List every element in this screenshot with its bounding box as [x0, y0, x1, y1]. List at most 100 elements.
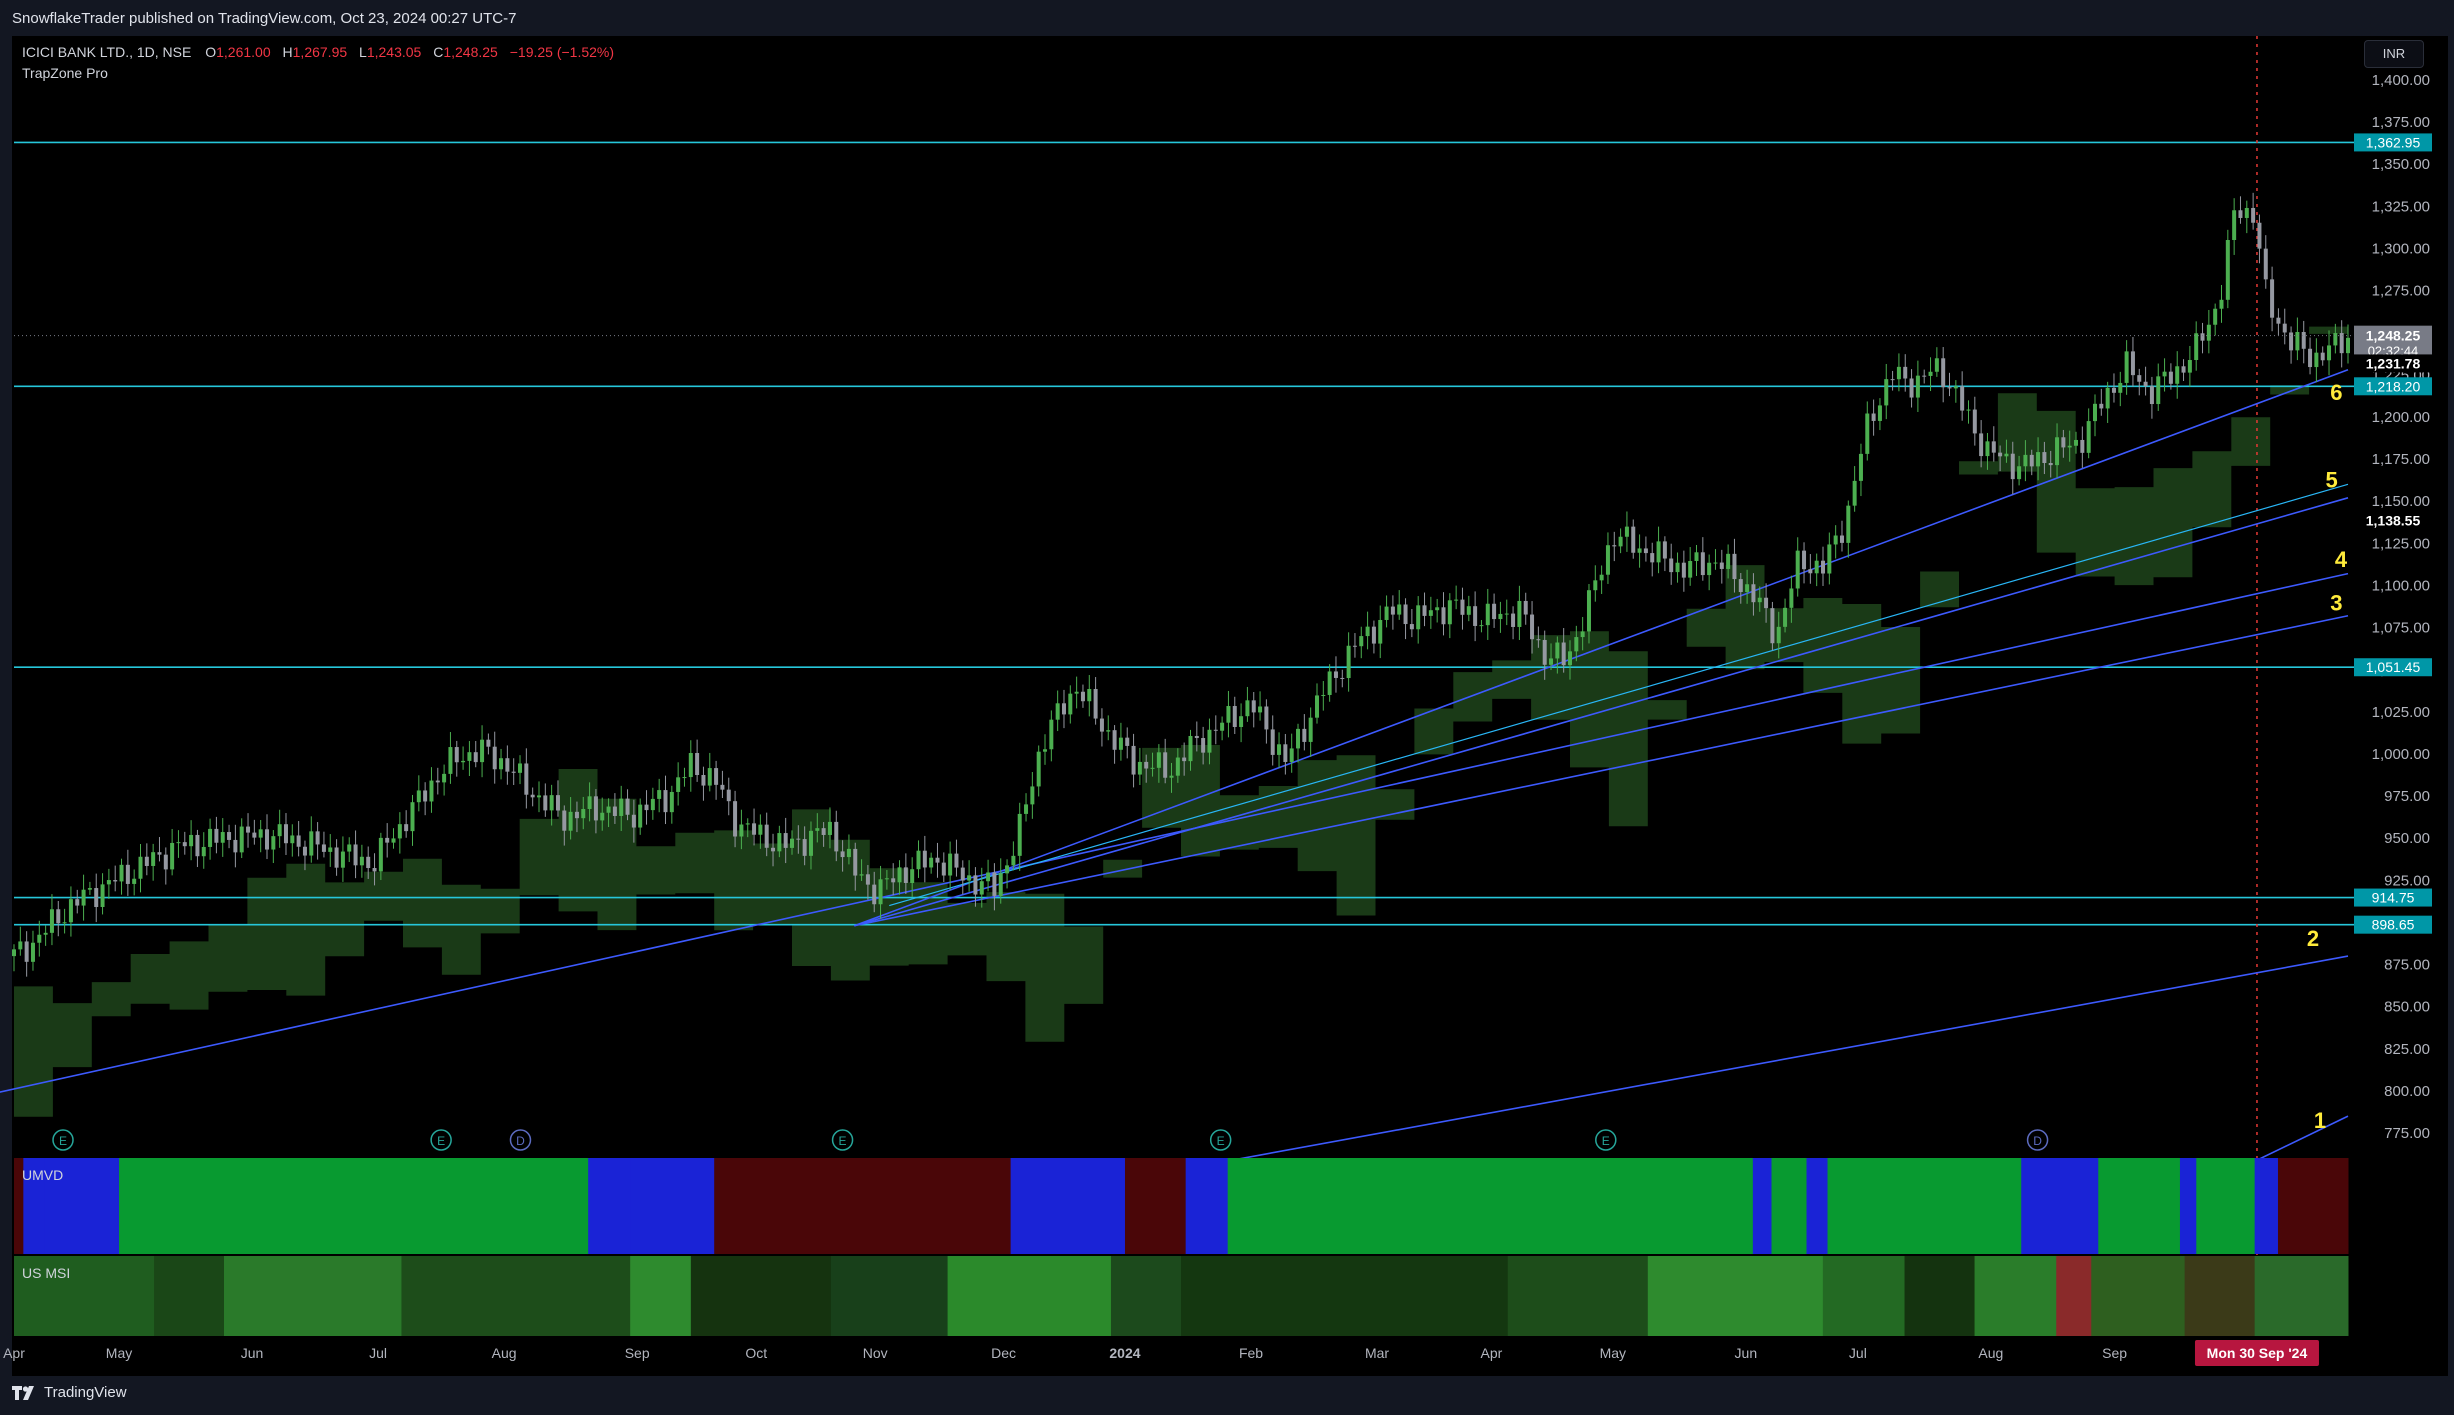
candle-body: [2036, 452, 2041, 467]
x-axis-label: Aug: [492, 1345, 517, 1361]
candle-body: [1681, 562, 1686, 578]
candle-body: [1308, 717, 1313, 742]
currency-button[interactable]: INR: [2364, 40, 2424, 68]
candle-body: [1618, 536, 1623, 547]
candle-body: [410, 802, 415, 832]
candle-body: [2251, 207, 2256, 223]
candle-body: [1460, 599, 1465, 615]
candle-body: [220, 832, 225, 843]
x-axis-label: Jun: [241, 1345, 264, 1361]
candle-body: [979, 881, 984, 895]
candle-body: [1574, 637, 1579, 652]
candle-body: [1352, 645, 1357, 647]
candle-body: [518, 763, 523, 773]
candle-body: [1561, 642, 1566, 666]
candle-body: [1005, 865, 1010, 874]
candle-body: [954, 853, 959, 868]
candle-body: [1150, 767, 1155, 769]
event-marker-letter: E: [437, 1134, 445, 1148]
candle-body: [2270, 279, 2275, 318]
candle-body: [1599, 574, 1604, 581]
y-tick-label: 850.00: [2384, 999, 2430, 1016]
candle-body: [1378, 619, 1383, 644]
candle-body: [922, 850, 927, 868]
candle-body: [2346, 337, 2350, 354]
candle-body: [1055, 703, 1060, 720]
candle-body: [182, 842, 187, 847]
candle-body: [587, 796, 592, 809]
candle-body: [783, 833, 788, 848]
candle-body: [941, 862, 946, 876]
candle-body: [1998, 452, 2003, 457]
candle-body: [1302, 728, 1307, 742]
candle-body: [568, 811, 573, 831]
trend-line: [853, 369, 2349, 927]
umvd-segment: [630, 1158, 715, 1254]
candle-body: [1340, 677, 1345, 679]
level-b-tag-bg: [2354, 511, 2432, 530]
candle-body: [1371, 626, 1376, 644]
candle-body: [2156, 376, 2161, 405]
x-axis-label: Jul: [369, 1345, 387, 1361]
candle-body: [511, 771, 516, 773]
candle-body: [2055, 437, 2060, 466]
y-tick-label: 1,125.00: [2372, 535, 2430, 552]
candle-body: [872, 884, 877, 905]
publisher-bar: SnowflakeTrader published on TradingView…: [0, 0, 2454, 36]
x-axis-label: May: [106, 1345, 132, 1361]
candle-body: [1283, 744, 1288, 762]
candle-body: [1764, 597, 1769, 609]
umvd-segment: [23, 1158, 45, 1254]
candle-body: [865, 874, 870, 885]
candle-body: [2099, 403, 2104, 409]
candle-body: [486, 739, 491, 747]
candle-body: [391, 838, 396, 843]
candle-body: [897, 867, 902, 883]
open-value: 1,261.00: [216, 44, 271, 60]
y-tick-label: 1,375.00: [2372, 114, 2430, 131]
candle-body: [208, 828, 213, 847]
candle-body: [157, 852, 162, 855]
candle-body: [81, 889, 86, 906]
candle-body: [2181, 366, 2186, 373]
candle-body: [846, 848, 851, 858]
event-marker-icon: [1209, 1129, 1232, 1151]
candle-body: [195, 834, 200, 857]
chart-frame[interactable]: [12, 36, 2448, 1376]
msi-segment: [947, 1256, 1112, 1336]
y-tick-label: 1,200.00: [2372, 409, 2430, 426]
candle-body: [1536, 639, 1541, 641]
candle-body: [201, 846, 206, 857]
candle-body: [2200, 333, 2205, 341]
change-value: −19.25 (−1.52%): [509, 44, 615, 60]
candle-body: [1441, 607, 1446, 625]
trend-line: [889, 483, 2349, 907]
indicator-label[interactable]: TrapZone Pro: [22, 65, 108, 81]
msi-segment: [1822, 1256, 1906, 1336]
candle-body: [480, 739, 485, 763]
candle-body: [1896, 366, 1901, 380]
x-axis-label: Feb: [1239, 1345, 1263, 1361]
msi-segment: [690, 1256, 832, 1336]
candle-body: [1397, 604, 1402, 615]
candle-body: [524, 763, 529, 795]
candle-body: [1359, 636, 1364, 647]
symbol-label: ICICI BANK LTD., 1D, NSE: [22, 44, 192, 60]
tradingview-logo[interactable]: TradingView: [12, 1384, 127, 1401]
candle-body: [1523, 600, 1528, 615]
candle-body: [1877, 405, 1882, 421]
candle-body: [1125, 737, 1130, 746]
candle-body: [246, 826, 251, 833]
candle-body: [891, 878, 896, 883]
candle-body: [340, 851, 345, 868]
candle-body: [657, 790, 662, 799]
candle-body: [1669, 558, 1674, 573]
candle-body: [967, 875, 972, 881]
tradingview-logo-icon: [12, 1385, 34, 1400]
candle-body: [555, 795, 560, 811]
candle-body: [2168, 371, 2173, 384]
candle-body: [1093, 689, 1098, 719]
candle-body: [62, 922, 67, 924]
umvd-segment: [2179, 1158, 2197, 1254]
